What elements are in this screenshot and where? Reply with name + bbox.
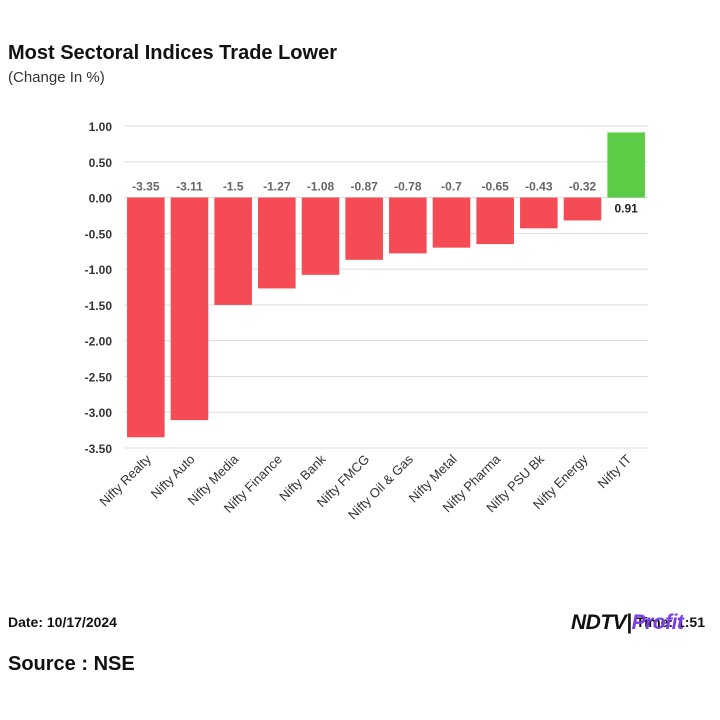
bar [301, 197, 340, 275]
data-label: -1.08 [307, 180, 335, 194]
data-label: -1.5 [223, 180, 244, 194]
data-label: -3.11 [176, 180, 203, 194]
y-tick-label: 0.50 [89, 156, 113, 170]
data-label: -3.35 [132, 180, 160, 194]
bar [607, 132, 645, 198]
y-tick-label: -2.00 [85, 335, 113, 349]
bar-chart: 1.00 0.50 0.00 -0.50 -1.00 -1.50 -2.00 -2.50 -3.… [85, 120, 648, 522]
bar [170, 197, 209, 421]
bar [258, 197, 296, 289]
logo-profit-text: Profit [631, 611, 684, 634]
bar [476, 197, 514, 245]
x-tick-label: Nifty Realty [96, 451, 154, 509]
chart-title: Most Sectoral Indices Trade Lower [8, 42, 337, 64]
bar [214, 197, 252, 305]
y-tick-label: -3.00 [85, 406, 113, 420]
bar [389, 197, 427, 254]
y-tick-label: -3.50 [85, 442, 113, 456]
data-label: -0.87 [350, 180, 378, 194]
data-label: -0.65 [481, 180, 509, 194]
data-label: -0.43 [525, 180, 553, 194]
date-label: Date: 10/17/2024 [8, 614, 117, 630]
chart-subtitle: (Change In %) [8, 69, 105, 86]
bar [127, 197, 165, 438]
data-label: -0.78 [394, 180, 422, 194]
source-label: Source : NSE [8, 653, 135, 675]
data-label: -0.7 [441, 180, 462, 194]
logo-ndtv-text: NDTV [571, 611, 627, 634]
brand-area: Time: 1:51 NDTV|Profit [571, 611, 719, 639]
data-label: -1.27 [263, 180, 291, 194]
bar [520, 197, 558, 229]
x-tick-label: Nifty IT [595, 451, 635, 491]
y-tick-label: -2.50 [85, 370, 113, 384]
y-tick-label: -1.50 [85, 299, 113, 313]
y-tick-label: 0.00 [89, 192, 113, 206]
bar [432, 197, 471, 248]
data-label: -0.32 [569, 180, 597, 194]
y-tick-label: -1.00 [85, 263, 113, 277]
y-tick-label: -0.50 [85, 227, 113, 241]
ndtv-profit-logo: NDTV|Profit [571, 611, 684, 634]
time-label: Time: 1:51 [636, 614, 705, 630]
bar [563, 197, 602, 221]
bar [345, 197, 383, 260]
y-tick-label: 1.00 [89, 120, 113, 134]
data-label: 0.91 [614, 202, 638, 216]
